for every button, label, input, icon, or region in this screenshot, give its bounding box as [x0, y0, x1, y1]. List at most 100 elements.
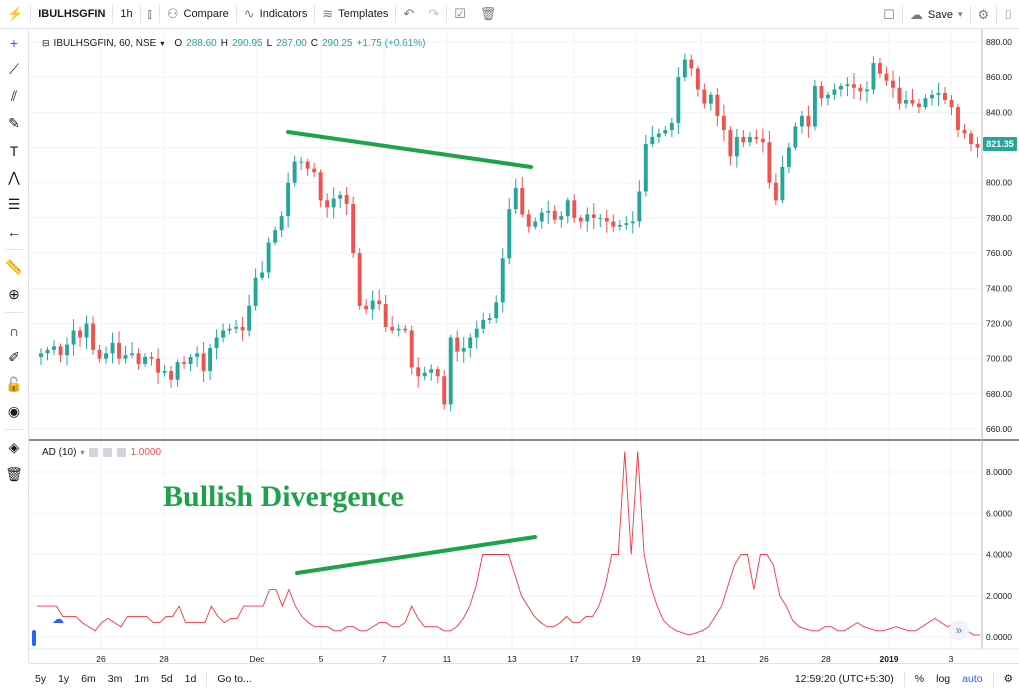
toolbar-divider: [5, 429, 23, 430]
bullish-divergence-label[interactable]: Bullish Divergence: [163, 480, 404, 513]
percent-toggle[interactable]: %: [914, 672, 925, 685]
candle-body: [175, 362, 180, 380]
toolbar-divider: [395, 5, 397, 23]
drawing-toolbar: + ⟋ ⫽ ✎ T ⋀ ☰ ← 📏 ⊕ ∩ ✐ 🔓 ◉ ◈ 🗑: [0, 29, 29, 663]
axes: 880.00860.00840.00820.00800.00780.00760.…: [29, 29, 1019, 663]
layers-icon[interactable]: ◈: [8, 439, 20, 455]
trendline-icon[interactable]: ⟋: [9, 61, 19, 77]
candle-body: [39, 353, 43, 357]
candle-body: [487, 318, 492, 320]
cloud-sync-icon[interactable]: ☁: [52, 612, 64, 626]
candle-body: [949, 100, 954, 108]
candle-body: [943, 93, 947, 101]
clock-time[interactable]: 12:59:20 (UTC+5:30): [794, 672, 894, 685]
candle-body: [962, 129, 967, 134]
eye-icon[interactable]: ◉: [7, 403, 21, 419]
time-tick-label: 2019: [880, 654, 899, 663]
candle-body: [917, 103, 921, 108]
zoom-in-icon[interactable]: ⊕: [8, 286, 20, 302]
symbol-search-button[interactable]: IBULHSGFIN: [38, 8, 106, 20]
candle-body: [669, 122, 674, 130]
chart-canvas[interactable]: 880.00860.00840.00820.00800.00780.00760.…: [29, 29, 1019, 663]
undo-icon[interactable]: ↶: [403, 6, 415, 21]
candle-body: [910, 100, 915, 104]
chevron-down-icon[interactable]: ▾: [80, 448, 85, 457]
fullscreen-icon[interactable]: ☐: [883, 6, 895, 22]
ruler-icon[interactable]: 📏: [5, 259, 23, 275]
price-lower-highs-trendline: [286, 130, 533, 169]
visibility-icon[interactable]: [89, 448, 99, 457]
settings-icon[interactable]: [103, 448, 113, 457]
lock-drawing-icon[interactable]: ✐: [8, 349, 20, 365]
unlock-icon[interactable]: 🔓: [5, 376, 23, 392]
back-arrow-icon[interactable]: ←: [7, 223, 21, 240]
indicator-tick-label: 2.0000: [986, 591, 1012, 601]
brush-icon[interactable]: ✎: [8, 115, 20, 131]
range-1y[interactable]: 1y: [58, 672, 70, 685]
camera-icon[interactable]: ⌷: [1004, 6, 1012, 22]
range-5y[interactable]: 5y: [35, 672, 47, 685]
text-tool-icon[interactable]: T: [9, 142, 19, 159]
candle-body: [435, 369, 440, 377]
candle-body: [481, 319, 486, 329]
candle-body: [663, 129, 668, 134]
candle-body: [110, 342, 115, 354]
candle-body: [598, 217, 603, 219]
candle-body: [760, 138, 765, 143]
range-1d[interactable]: 1d: [184, 672, 197, 685]
candle-style-icon[interactable]: ⫾: [147, 6, 152, 21]
delete-drawings-icon[interactable]: 🗑: [5, 466, 23, 482]
grid-lines: [29, 29, 982, 649]
settings-gear-icon[interactable]: ⚙: [977, 6, 990, 22]
indicators-button[interactable]: ∿ Indicators: [237, 0, 315, 29]
scroll-to-realtime-icon[interactable]: »: [949, 620, 969, 640]
magnet-icon[interactable]: ∩: [8, 322, 20, 339]
quick-actions-icon[interactable]: ⚡: [7, 6, 24, 21]
interval-button[interactable]: 1h: [120, 8, 133, 20]
chevron-down-icon[interactable]: ▾: [160, 39, 165, 48]
chart-settings-gear-icon[interactable]: ⚙: [1003, 672, 1013, 685]
pattern-icon[interactable]: ⋀: [8, 169, 20, 185]
bottom-toolbar-right: 12:59:20 (UTC+5:30) % log auto ⚙: [789, 664, 1019, 693]
candle-body: [611, 221, 616, 227]
candle-body: [708, 94, 713, 104]
crosshair-icon[interactable]: +: [9, 34, 19, 51]
candle-body: [468, 337, 473, 349]
collapse-icon[interactable]: ⊟: [42, 38, 50, 48]
indicator-tick-label: 6.0000: [986, 508, 1012, 518]
candle-body: [793, 126, 798, 148]
range-6m[interactable]: 6m: [81, 672, 96, 685]
candle-body: [585, 214, 590, 222]
fib-pitchfork-icon[interactable]: ⫽: [10, 88, 18, 104]
candle-body: [845, 84, 850, 86]
prediction-icon[interactable]: ☰: [7, 196, 21, 212]
candle-body: [474, 328, 479, 338]
range-3m[interactable]: 3m: [107, 672, 123, 685]
candle-body: [240, 326, 245, 331]
auto-toggle[interactable]: auto: [962, 672, 983, 685]
redo-icon[interactable]: ↷: [428, 6, 440, 21]
symbol-info[interactable]: IBULHSGFIN, 60, NSE: [53, 38, 157, 49]
range-1m[interactable]: 1m: [134, 672, 149, 685]
candle-body: [702, 89, 707, 104]
candle-body: [819, 85, 824, 99]
indicator-name[interactable]: AD (10): [42, 447, 77, 458]
trash-icon[interactable]: 🗑: [479, 6, 497, 21]
candle-body: [806, 115, 811, 127]
candle-body: [930, 94, 934, 99]
candle-body: [279, 216, 284, 231]
compare-button[interactable]: ⚇ Compare: [160, 0, 236, 29]
checklist-icon[interactable]: ☑: [454, 6, 466, 21]
goto-button[interactable]: Go to...: [217, 672, 252, 685]
templates-button[interactable]: ≋ Templates: [315, 0, 395, 29]
candle-body: [559, 216, 564, 220]
price-tick-label: 720.00: [986, 318, 1012, 328]
pane-resize-handle[interactable]: [32, 630, 36, 646]
range-5d[interactable]: 5d: [160, 672, 173, 685]
candle-body: [338, 195, 343, 199]
log-toggle[interactable]: log: [936, 672, 951, 685]
candle-body: [539, 212, 544, 222]
close-icon[interactable]: [117, 448, 127, 457]
candle-body: [136, 353, 141, 364]
save-button[interactable]: ☁ Save ▾: [903, 0, 970, 29]
